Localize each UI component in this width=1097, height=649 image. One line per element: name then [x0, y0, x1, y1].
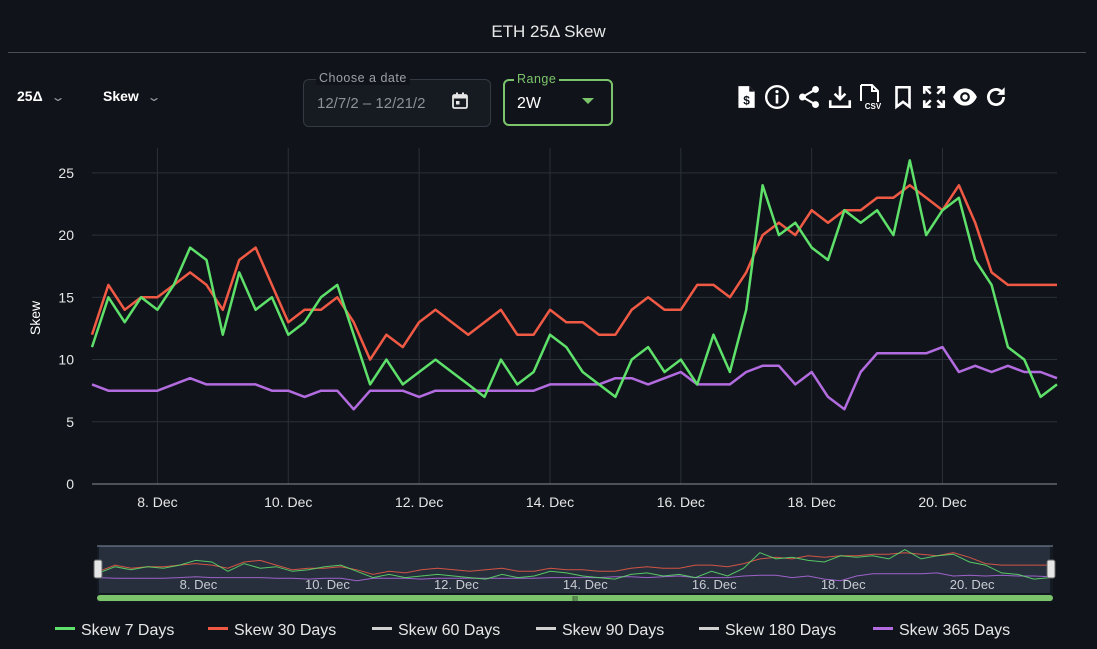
series-line-skew-30-days[interactable] [90, 184, 1057, 361]
y-tick-label: 25 [58, 165, 74, 181]
navigator-handle-left[interactable] [93, 559, 103, 579]
eye-icon[interactable] [952, 84, 978, 110]
x-tick-label: 18. Dec [788, 494, 836, 510]
navigator-line [98, 549, 1051, 580]
date-range-picker[interactable]: Choose a date 12/7/2 – 12/21/2 [303, 71, 491, 127]
y-tick-label: 20 [58, 227, 74, 243]
legend-swatch [55, 627, 75, 631]
legend-swatch [372, 627, 392, 631]
delta-select-value: 25Δ [17, 88, 43, 104]
delta-select[interactable]: 25Δ ⌄ [17, 88, 66, 104]
y-tick-label: 15 [58, 289, 74, 305]
navigator-series [98, 549, 1051, 582]
legend-swatch [208, 627, 228, 631]
y-tick-label: 0 [66, 476, 74, 492]
series-line-skew-7-days[interactable] [90, 159, 1058, 399]
navigator-tick-label: 10. Dec [305, 577, 350, 592]
x-axis: 8. Dec 10. Dec 12. Dec 14. Dec 16. Dec 18. De… [92, 483, 1057, 510]
navigator-tick-label: 8. Dec [180, 577, 218, 592]
chevron-down-icon: ⌄ [146, 90, 162, 104]
navigator-tick-label: 18. Dec [821, 577, 866, 592]
dropdown-arrow-icon [582, 98, 594, 104]
chart-grid [92, 148, 1057, 485]
legend-label: Skew 7 Days [81, 622, 175, 639]
navigator-tick-label: 12. Dec [434, 577, 479, 592]
chart-series[interactable] [90, 159, 1058, 411]
navigator-handle-right[interactable] [1046, 559, 1056, 579]
series-line-skew-365-days[interactable] [91, 345, 1058, 411]
y-tick-label: 10 [58, 352, 74, 368]
navigator-scrollbar[interactable] [97, 595, 1053, 601]
legend-swatch [699, 627, 719, 631]
chevron-down-icon: ⌄ [50, 90, 66, 104]
legend-item-skew-180[interactable]: Skew 180 Days [699, 622, 836, 640]
range-select[interactable]: Range 2W [503, 72, 613, 126]
y-axis-title: Skew [27, 300, 43, 335]
x-tick-label: 14. Dec [526, 494, 574, 510]
legend-swatch [873, 627, 893, 631]
refresh-icon[interactable] [983, 84, 1009, 110]
csv-label: CSV [865, 102, 882, 110]
x-tick-label: 16. Dec [657, 494, 705, 510]
range-navigator[interactable]: 8. Dec 10. Dec 12. Dec 14. Dec 16. Dec 18. De… [0, 540, 1097, 606]
legend-item-skew-7[interactable]: Skew 7 Days [55, 622, 174, 640]
legend-item-skew-365[interactable]: Skew 365 Days [873, 622, 1010, 640]
scrollbar-grip[interactable]: III [572, 596, 578, 603]
navigator-line [98, 572, 1051, 582]
legend-label: Skew 90 Days [562, 622, 665, 639]
dollar-file-icon[interactable]: $ [733, 84, 759, 110]
x-tick-label: 20. Dec [918, 494, 966, 510]
x-tick-label: 10. Dec [264, 494, 312, 510]
fullscreen-icon[interactable] [921, 84, 947, 110]
legend-label: Skew 365 Days [899, 622, 1011, 639]
x-tick-label: 12. Dec [395, 494, 443, 510]
range-label: Range [514, 72, 560, 86]
share-icon[interactable] [796, 84, 822, 110]
legend-item-skew-30[interactable]: Skew 30 Days [208, 622, 336, 640]
navigator-x-axis: 8. Dec 10. Dec 12. Dec 14. Dec 16. Dec 18. De… [180, 577, 995, 592]
x-tick-label: 8. Dec [137, 494, 177, 510]
skew-chart: 0 5 10 15 20 25 8. Dec 10. Dec 12. Dec 14. Dec 16… [27, 148, 1058, 510]
download-icon[interactable] [827, 84, 853, 110]
legend-item-skew-60[interactable]: Skew 60 Days [372, 622, 500, 640]
y-axis: 0 5 10 15 20 25 [58, 165, 74, 492]
navigator-line [98, 552, 1050, 575]
y-tick-label: 5 [66, 414, 74, 430]
date-range-value[interactable]: 12/7/2 – 12/21/2 [317, 95, 426, 112]
svg-text:$: $ [743, 94, 750, 108]
metric-select[interactable]: Skew ⌄ [103, 88, 162, 104]
csv-icon[interactable]: CSV [858, 84, 884, 111]
legend-label: Skew 60 Days [398, 622, 501, 639]
calendar-icon[interactable] [452, 92, 468, 109]
bookmark-icon[interactable] [890, 84, 916, 110]
info-icon[interactable] [764, 84, 790, 110]
navigator-tick-label: 16. Dec [692, 577, 737, 592]
legend-item-skew-90[interactable]: Skew 90 Days [536, 622, 664, 640]
legend-swatch [536, 627, 556, 631]
page-title: ETH 25Δ Skew [491, 22, 606, 41]
navigator-tick-label: 14. Dec [563, 577, 608, 592]
date-picker-label: Choose a date [316, 71, 410, 85]
metric-select-value: Skew [103, 88, 139, 104]
range-value: 2W [517, 95, 541, 112]
legend-label: Skew 180 Days [725, 622, 837, 639]
title-divider [8, 52, 1086, 53]
legend-label: Skew 30 Days [234, 622, 337, 639]
navigator-tick-label: 20. Dec [950, 577, 995, 592]
